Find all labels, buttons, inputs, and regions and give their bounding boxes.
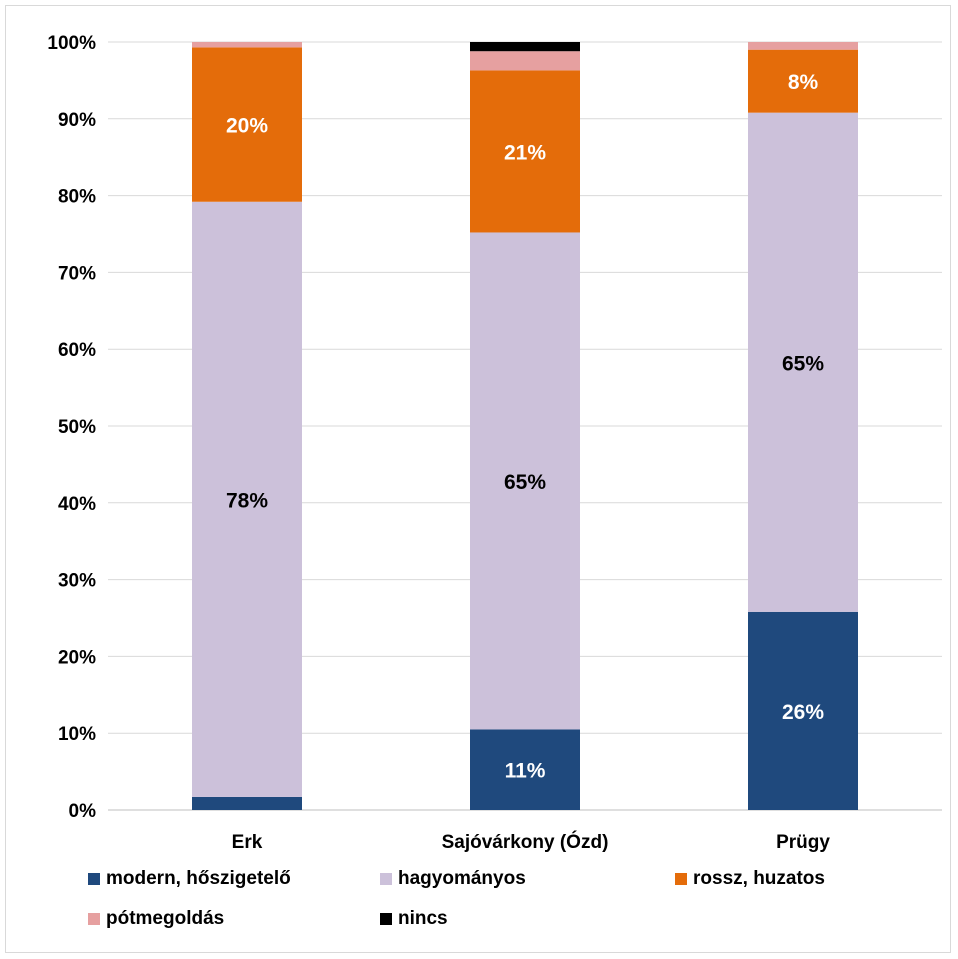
y-axis-ticks: 0% 10% 20% 30% 40% 50% 60% 70% 80% 90% 100% xyxy=(47,33,96,822)
x-axis: Erk Sajóvárkony (Ózd) Prügy xyxy=(232,831,831,853)
y-tick-label: 50% xyxy=(58,417,96,438)
y-tick-label: 30% xyxy=(58,571,96,592)
y-tick-label: 90% xyxy=(58,110,96,131)
y-tick-label: 10% xyxy=(58,724,96,745)
data-label: 65% xyxy=(782,352,824,375)
bar-segment xyxy=(470,51,580,71)
bar-segment xyxy=(748,49,858,113)
data-label: 20% xyxy=(226,115,268,138)
bar-segment xyxy=(470,42,580,52)
data-labels: 78% 20% 11% 65% 21% 26% 65% 8% xyxy=(226,71,824,783)
y-tick-label: 20% xyxy=(58,647,96,668)
legend-item: nincs xyxy=(380,908,448,930)
data-label: 21% xyxy=(504,141,546,164)
legend-item: rossz, huzatos xyxy=(675,868,825,890)
y-tick-label: 100% xyxy=(47,33,96,54)
legend-swatch xyxy=(88,873,100,885)
legend-swatch xyxy=(88,913,100,925)
data-label: 11% xyxy=(505,760,546,783)
bar-segment xyxy=(470,232,580,730)
legend-label: pótmegoldás xyxy=(106,908,225,929)
legend-label: nincs xyxy=(398,908,448,929)
legend-label: hagyományos xyxy=(398,868,526,889)
bar-segment xyxy=(192,47,302,202)
legend-item: pótmegoldás xyxy=(88,908,224,930)
y-tick-label: 70% xyxy=(58,263,96,284)
bar-segment xyxy=(192,201,302,797)
legend-swatch xyxy=(380,913,392,925)
y-tick-label: 80% xyxy=(58,187,96,208)
y-tick-label: 60% xyxy=(58,340,96,361)
y-tick-label: 0% xyxy=(69,801,97,822)
bar-segment xyxy=(748,42,858,50)
data-label: 26% xyxy=(782,701,824,724)
x-tick-label: Sajóvárkony (Ózd) xyxy=(442,831,609,853)
legend-label: modern, hőszigetelő xyxy=(106,868,291,889)
bars xyxy=(192,42,858,810)
legend-item: hagyományos xyxy=(380,868,526,890)
data-label: 8% xyxy=(788,71,819,94)
bar-segment xyxy=(748,112,858,612)
bar-segment xyxy=(748,611,858,810)
bar-segment xyxy=(192,42,302,48)
legend-swatch xyxy=(675,873,687,885)
legend-swatch xyxy=(380,873,392,885)
legend-item: modern, hőszigetelő xyxy=(88,868,291,890)
data-label: 78% xyxy=(226,489,268,512)
legend-label: rossz, huzatos xyxy=(693,868,825,889)
bar-segment xyxy=(470,729,580,810)
x-tick-label: Prügy xyxy=(776,832,830,853)
data-label: 65% xyxy=(504,471,546,494)
x-tick-label: Erk xyxy=(232,832,263,853)
y-tick-label: 40% xyxy=(58,494,96,515)
bar-segment xyxy=(470,70,580,233)
bar-segment xyxy=(192,796,302,810)
